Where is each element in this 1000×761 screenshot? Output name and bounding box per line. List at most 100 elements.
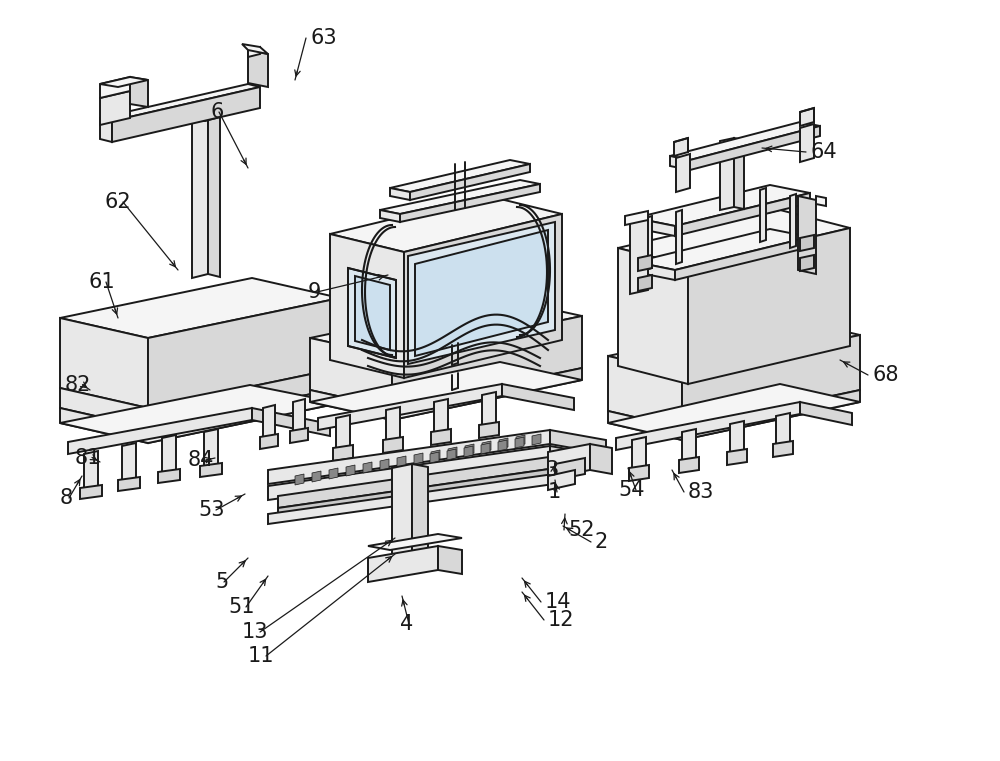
Polygon shape [118, 477, 140, 491]
Polygon shape [346, 465, 355, 476]
Polygon shape [618, 248, 688, 384]
Polygon shape [630, 216, 648, 294]
Polygon shape [776, 413, 790, 447]
Text: 11: 11 [248, 646, 274, 666]
Polygon shape [100, 118, 112, 142]
Polygon shape [608, 411, 682, 440]
Polygon shape [60, 318, 148, 408]
Polygon shape [412, 464, 428, 563]
Polygon shape [392, 560, 428, 567]
Polygon shape [618, 210, 850, 266]
Polygon shape [548, 444, 590, 478]
Polygon shape [479, 422, 499, 438]
Polygon shape [679, 457, 699, 473]
Polygon shape [465, 444, 474, 455]
Polygon shape [130, 77, 148, 107]
Polygon shape [68, 408, 252, 454]
Polygon shape [590, 444, 612, 474]
Polygon shape [336, 415, 350, 451]
Text: 4: 4 [400, 614, 413, 634]
Polygon shape [635, 218, 675, 236]
Text: 5: 5 [215, 572, 228, 592]
Polygon shape [252, 408, 330, 436]
Polygon shape [293, 399, 305, 434]
Polygon shape [60, 278, 340, 338]
Polygon shape [414, 453, 423, 464]
Polygon shape [608, 318, 860, 373]
Polygon shape [242, 44, 268, 54]
Polygon shape [682, 335, 860, 428]
Text: 83: 83 [688, 482, 714, 502]
Polygon shape [800, 108, 814, 126]
Text: 6: 6 [210, 102, 223, 122]
Text: 84: 84 [188, 450, 214, 470]
Polygon shape [482, 441, 491, 452]
Polygon shape [148, 298, 340, 408]
Polygon shape [675, 193, 810, 236]
Polygon shape [790, 194, 796, 248]
Polygon shape [625, 211, 648, 225]
Polygon shape [447, 449, 456, 460]
Polygon shape [532, 434, 541, 445]
Text: 68: 68 [872, 365, 898, 385]
Polygon shape [675, 237, 810, 280]
Polygon shape [516, 435, 525, 446]
Polygon shape [481, 443, 490, 454]
Polygon shape [638, 255, 652, 271]
Text: 14: 14 [545, 592, 572, 612]
Polygon shape [730, 421, 744, 455]
Polygon shape [608, 356, 682, 428]
Polygon shape [734, 138, 744, 209]
Polygon shape [355, 276, 390, 350]
Polygon shape [148, 368, 340, 428]
Polygon shape [84, 451, 98, 491]
Text: 81: 81 [75, 448, 101, 468]
Polygon shape [670, 156, 690, 170]
Polygon shape [608, 384, 860, 440]
Polygon shape [330, 234, 404, 378]
Polygon shape [682, 390, 860, 440]
Polygon shape [760, 188, 766, 242]
Polygon shape [333, 445, 353, 461]
Polygon shape [60, 408, 148, 443]
Text: 13: 13 [242, 622, 268, 642]
Polygon shape [499, 438, 508, 449]
Polygon shape [248, 47, 260, 57]
Polygon shape [397, 456, 406, 467]
Polygon shape [158, 469, 180, 483]
Polygon shape [676, 154, 690, 192]
Polygon shape [268, 446, 550, 500]
Text: 63: 63 [310, 28, 337, 48]
Polygon shape [646, 216, 652, 270]
Polygon shape [635, 262, 675, 280]
Polygon shape [268, 474, 554, 524]
Polygon shape [100, 91, 130, 125]
Polygon shape [312, 471, 321, 482]
Polygon shape [204, 429, 218, 469]
Text: 64: 64 [810, 142, 837, 162]
Text: 8: 8 [60, 488, 73, 508]
Polygon shape [268, 430, 550, 484]
Polygon shape [208, 114, 220, 277]
Polygon shape [410, 164, 530, 200]
Polygon shape [632, 437, 646, 471]
Polygon shape [635, 185, 810, 226]
Text: 53: 53 [198, 500, 224, 520]
Polygon shape [392, 464, 412, 564]
Polygon shape [773, 441, 793, 457]
Polygon shape [676, 210, 682, 264]
Text: 62: 62 [105, 192, 132, 212]
Polygon shape [380, 180, 540, 214]
Polygon shape [310, 362, 582, 420]
Polygon shape [368, 546, 438, 582]
Polygon shape [162, 435, 176, 475]
Polygon shape [430, 452, 439, 463]
Polygon shape [438, 546, 462, 574]
Polygon shape [310, 390, 392, 420]
Polygon shape [690, 126, 820, 170]
Polygon shape [100, 77, 130, 98]
Polygon shape [290, 428, 308, 443]
Polygon shape [404, 214, 562, 378]
Polygon shape [80, 485, 102, 499]
Polygon shape [635, 229, 810, 270]
